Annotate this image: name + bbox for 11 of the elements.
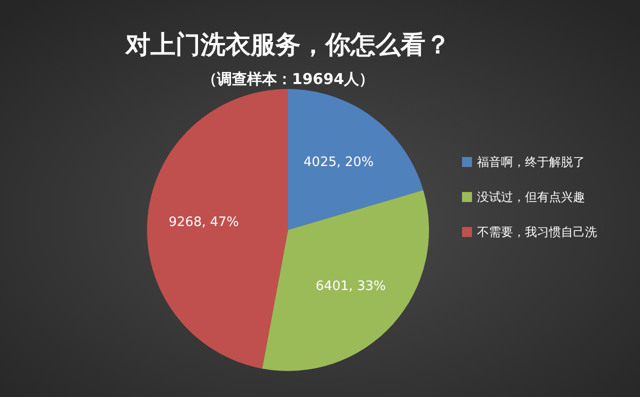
chart-subtitle: （调查样本：19694人） (202, 70, 374, 88)
pie-slice (262, 190, 429, 371)
legend-label: 没试过，但有点兴趣 (477, 190, 585, 204)
data-label: 9268, 47% (168, 214, 239, 230)
legend-label: 福音啊，终于解脱了 (477, 155, 585, 169)
data-label: 4025, 20% (304, 154, 374, 170)
pie-slice (288, 89, 424, 230)
data-label: 6401, 33% (316, 279, 386, 294)
chart-title: 对上门洗衣服务，你怎么看？ (124, 30, 450, 59)
legend-label: 不需要，我习惯自己洗 (477, 225, 597, 239)
pie-slice (147, 89, 288, 369)
